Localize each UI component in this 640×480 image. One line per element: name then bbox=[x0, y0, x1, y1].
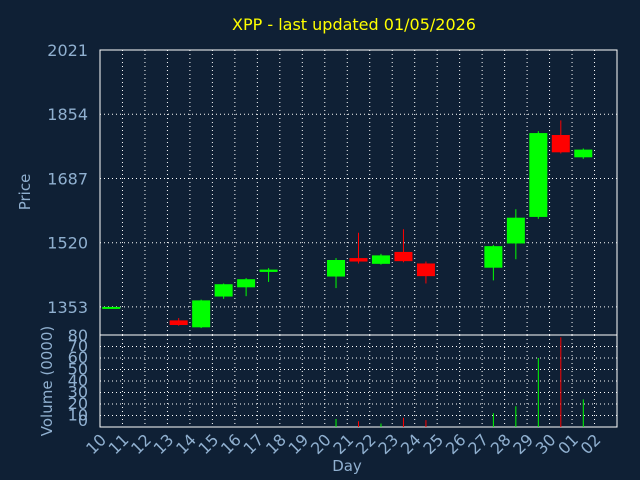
candle-body bbox=[169, 320, 188, 325]
volume-tick-label: 20 bbox=[68, 394, 88, 413]
candle-body bbox=[551, 135, 570, 153]
candles bbox=[102, 120, 593, 329]
price-tick-labels: 2021 1854 1687 1520 1353 bbox=[47, 41, 88, 317]
candle-body bbox=[484, 246, 503, 268]
candle-body bbox=[327, 260, 346, 277]
volume-tick-label: 60 bbox=[68, 348, 88, 367]
candle-body bbox=[371, 255, 390, 264]
candle-body bbox=[506, 217, 525, 244]
candle-body bbox=[394, 251, 413, 262]
y-axis-title: Price bbox=[16, 174, 34, 211]
volume-bars bbox=[335, 337, 584, 427]
candle-body bbox=[574, 149, 593, 158]
price-tick-label: 1520 bbox=[47, 234, 88, 253]
price-tick-label: 2021 bbox=[47, 41, 88, 60]
price-tick-label: 1353 bbox=[47, 298, 88, 317]
candle-body bbox=[102, 306, 121, 309]
day-tick-label: 02 bbox=[577, 430, 605, 458]
volume-tick-label: 30 bbox=[68, 383, 88, 402]
price-tick-label: 1854 bbox=[47, 105, 88, 124]
candle-body bbox=[259, 269, 278, 272]
candle-body bbox=[237, 279, 256, 288]
day-tick-labels: 1011121314151617181920212223242526272829… bbox=[82, 430, 604, 458]
candle-body bbox=[416, 263, 435, 277]
x-axis-title: Day bbox=[332, 457, 362, 475]
volume-tick-label: 50 bbox=[68, 360, 88, 379]
candle-body bbox=[214, 284, 233, 297]
candle-body bbox=[349, 258, 368, 262]
volume-tick-label: 80 bbox=[68, 326, 88, 345]
volume-tick-label: 70 bbox=[68, 337, 88, 356]
price-tick-label: 1687 bbox=[47, 169, 88, 188]
candle-body bbox=[529, 133, 548, 217]
volume-tick-label: 10 bbox=[68, 406, 88, 425]
candle-body bbox=[192, 300, 211, 328]
volume-tick-label: 40 bbox=[68, 371, 88, 390]
volume-grid bbox=[100, 335, 617, 427]
volume-axis-title: Volume (0000) bbox=[38, 326, 56, 436]
chart-title: XPP - last updated 01/05/2026 bbox=[232, 15, 476, 34]
volume-plot-frame bbox=[99, 334, 618, 428]
volume-tick-label: 0 bbox=[78, 411, 88, 430]
